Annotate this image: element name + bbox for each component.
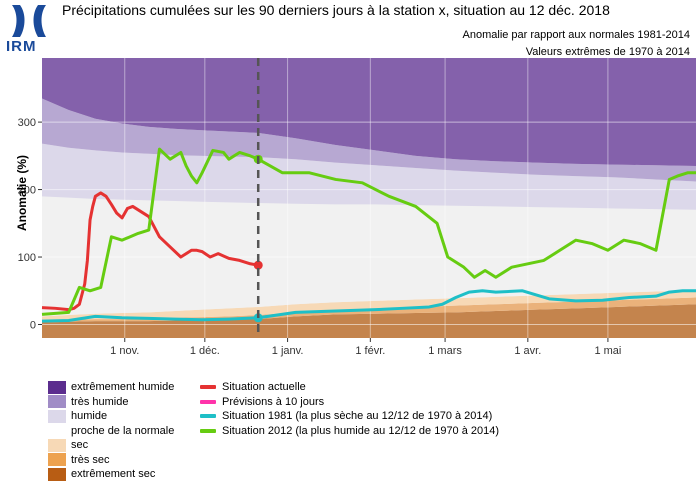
legend-label: Prévisions à 10 jours [222,395,325,408]
legend-label: proche de la normale [71,424,175,437]
x-tick-label: 1 mars [428,345,462,357]
legend-item-very-wet: très humide [48,395,174,410]
chart-subtitle-extremes: Valeurs extrêmes de 1970 à 2014 [525,46,690,58]
series-line-situation-actuelle [41,191,259,312]
x-tick-label: 1 avr. [514,345,541,357]
legend-line-swatch [200,399,216,404]
chart-subtitle-normals: Anomalie par rapport aux normales 1981-2… [462,29,690,41]
y-tick-label: 0 [30,320,36,332]
legend-item-dry: sec [48,438,174,453]
axes: 0 100 200 300 1 nov. 1 déc. 1 janv. 1 févr. 1 ma… [18,117,622,357]
today-marker [253,260,263,270]
legend-label: humide [71,410,108,423]
legend-swatch [48,380,66,394]
legend-item-extremely-dry: extrêmement sec [48,467,174,482]
irm-logo-emblem [12,5,46,37]
legend-swatch [48,395,66,409]
legend-line-swatch [200,428,216,433]
band-wet [42,143,696,210]
legend-item-2012: Situation 2012 (la plus humide au 12/12 … [200,424,499,439]
legend-line-swatch [200,414,216,419]
band-extremely-wet [42,58,696,166]
legend-swatch [48,424,66,438]
legend-label: Situation 2012 (la plus humide au 12/12 … [222,424,500,437]
legend-item-1981: Situation 1981 (la plus sèche au 12/12 d… [200,409,499,424]
legend-swatch [48,453,66,467]
x-tick-label: 1 mai [594,345,621,357]
legend-bands: extrêmement humide très humide humide pr… [48,380,174,482]
legend-label: très humide [71,395,129,408]
legend-item-very-dry: très sec [48,453,174,468]
legend-swatch [48,467,66,481]
chart-title: Précipitations cumulées sur les 90 derni… [62,2,610,18]
legend-label: très sec [71,453,110,466]
gridlines [42,58,696,338]
irm-logo: IRM [6,38,37,55]
legend-label: sec [71,439,89,452]
x-tick-label: 1 févr. [355,345,385,357]
band-extremely-dry [42,304,696,338]
x-tick-label: 1 nov. [110,345,139,357]
y-tick-label: 200 [18,185,36,197]
legend-swatch [48,409,66,423]
legend-item-actual: Situation actuelle [200,380,499,395]
legend-item-wet: humide [48,409,174,424]
legend-swatch [48,438,66,452]
y-tick-label: 100 [18,252,36,264]
series-line-situation-2012 [41,147,696,316]
legend-label: extrêmement humide [71,381,175,394]
legend-item-near-normal: proche de la normale [48,424,174,439]
x-tick-label: 1 janv. [272,345,304,357]
anomaly-bands [42,58,696,338]
y-axis-label: Anomalie (%) [15,155,29,232]
legend-line-swatch [200,385,216,390]
y-tick-label: 300 [18,117,36,129]
band-near-normal [42,196,696,317]
legend-label: Situation 1981 (la plus sèche au 12/12 d… [222,410,493,423]
legend-lines: Situation actuelle Prévisions à 10 jours… [200,380,499,438]
x-tick-label: 1 déc. [190,345,220,357]
band-very-wet [42,98,696,182]
legend-item-forecast: Prévisions à 10 jours [200,395,499,410]
band-dry [42,290,696,321]
legend-item-extremely-wet: extrêmement humide [48,380,174,395]
series-line-situation-1981 [41,289,696,323]
legend-label: extrêmement sec [71,468,156,481]
legend-label: Situation actuelle [222,381,306,394]
series-lines [41,58,696,338]
